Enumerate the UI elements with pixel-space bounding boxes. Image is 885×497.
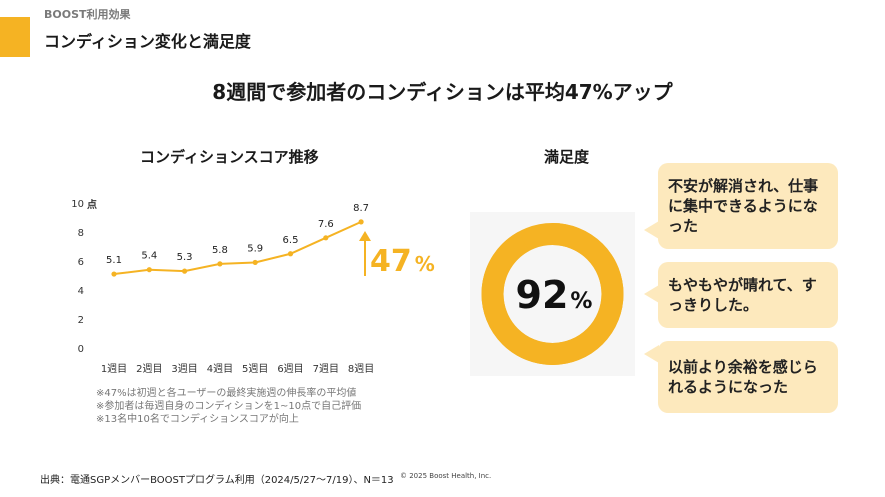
- y-axis-unit: 点: [87, 198, 97, 211]
- y-tick-label: 6: [78, 257, 84, 268]
- data-label: 8.7: [353, 203, 369, 214]
- satisfaction-title: 満足度: [544, 148, 590, 166]
- data-label: 7.6: [318, 219, 334, 230]
- y-axis: 0 2 4 6 8 10: [71, 199, 84, 355]
- copyright: © 2025 Boost Health, Inc.: [400, 472, 492, 480]
- data-label: 5.8: [212, 245, 228, 256]
- data-label: 6.5: [283, 235, 299, 246]
- headline: 8週間で参加者のコンディションは平均47%アップ: [212, 80, 673, 104]
- x-tick-label: 3週目: [171, 363, 197, 375]
- chart-title: コンディションスコア推移: [140, 148, 319, 166]
- comment-text: 以前より余裕を感じられるようになった: [668, 358, 818, 396]
- slide-title: コンディション変化と満足度: [44, 32, 251, 51]
- x-axis: 1週目 2週目 3週目 4週目 5週目 6週目 7週目 8週目: [101, 363, 374, 375]
- increase-arrow-head: [359, 231, 371, 241]
- comment-bubble: もやもやが晴れて、すっきりした。: [644, 262, 838, 328]
- note-line: ※13名中10名でコンディションスコアが向上: [96, 414, 299, 425]
- y-tick-label: 4: [78, 286, 84, 297]
- data-label: 5.3: [177, 252, 193, 263]
- y-tick-label: 2: [78, 315, 84, 326]
- x-tick-label: 6週目: [277, 363, 303, 375]
- satisfaction-percent: 92%: [516, 273, 593, 317]
- data-point: [182, 268, 188, 274]
- data-label: 5.9: [247, 243, 263, 254]
- data-point: [287, 251, 294, 257]
- data-point: [323, 235, 329, 241]
- satisfaction-value: 92: [516, 273, 569, 317]
- bubble-tail: [644, 345, 659, 363]
- x-tick-label: 4週目: [207, 363, 233, 375]
- data-points: 5.1 5.4 5.3 5.8 5.9 6.5 7.6 8.7: [106, 203, 369, 277]
- increase-percent: 47%: [370, 244, 435, 279]
- donut-value-ring: [481, 223, 624, 365]
- increase-unit: %: [415, 252, 435, 276]
- comment-bubble: 不安が解消され、仕事に集中できるようになった: [644, 163, 838, 249]
- data-point: [146, 267, 152, 273]
- data-point: [252, 259, 258, 266]
- x-tick-label: 1週目: [101, 363, 127, 375]
- data-point: [217, 261, 223, 267]
- data-point: [111, 271, 117, 277]
- data-label: 5.4: [141, 251, 157, 262]
- section-eyebrow: BOOST利用効果: [44, 8, 131, 21]
- y-tick-label: 8: [78, 228, 84, 239]
- note-line: ※47%は初週と各ユーザーの最終実施週の伸長率の平均値: [96, 388, 357, 399]
- data-label: 5.1: [106, 255, 122, 266]
- note-line: ※参加者は毎週自身のコンディションを1~10点で自己評価: [96, 401, 362, 412]
- increase-value: 47: [370, 244, 412, 279]
- satisfaction-unit: %: [570, 289, 592, 314]
- x-tick-label: 2週目: [136, 363, 162, 375]
- comment-bubble: 以前より余裕を感じられるようになった: [644, 341, 838, 413]
- x-tick-label: 5週目: [242, 363, 268, 375]
- x-tick-label: 7週目: [313, 363, 339, 375]
- accent-bar: [0, 17, 30, 57]
- source-note: 出典：電通SGPメンバーBOOSTプログラム利用（2024/5/27～7/19）…: [40, 475, 394, 486]
- comment-text: 不安が解消され、仕事に集中できるようになった: [668, 177, 819, 235]
- y-tick-label: 0: [78, 344, 84, 355]
- satisfaction-panel: 92%: [470, 212, 635, 376]
- y-tick-label: 10: [71, 199, 84, 210]
- x-tick-label: 8週目: [348, 363, 374, 375]
- bubble-tail: [644, 221, 659, 239]
- chart-notes: ※47%は初週と各ユーザーの最終実施週の伸長率の平均値 ※参加者は毎週自身のコン…: [96, 387, 361, 426]
- condition-line-chart: 0 2 4 6 8 10 点 5.1 5.4 5.3 5.8 5.9 6.5 7.6 8.7 1週目 2週…: [71, 198, 435, 375]
- bubble-tail: [644, 285, 659, 303]
- comment-text: もやもやが晴れて、すっきりした。: [668, 276, 817, 314]
- data-point: [358, 219, 364, 225]
- series-line: [113, 220, 362, 276]
- satisfaction-donut: 92%: [481, 223, 624, 365]
